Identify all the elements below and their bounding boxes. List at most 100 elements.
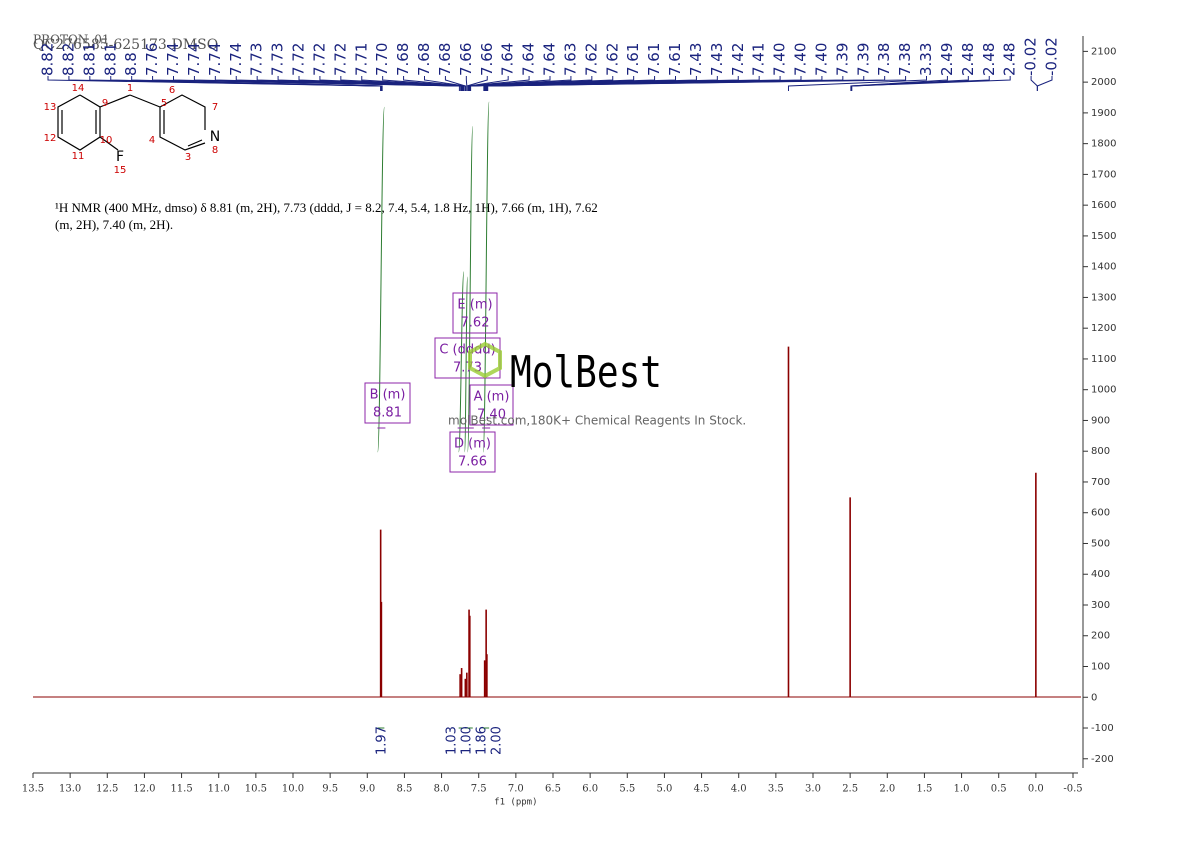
y-tick-label: 1500 — [1091, 231, 1116, 242]
multiplet-box — [364, 382, 411, 424]
y-tick-label: 100 — [1091, 662, 1110, 673]
x-tick-label: 9.0 — [359, 784, 375, 795]
peak-label: 7.42 — [729, 43, 747, 76]
peak-label: 2.49 — [938, 43, 956, 76]
watermark-brand: MolBest — [510, 347, 662, 398]
y-tick-label: 300 — [1091, 600, 1110, 611]
peak-label: 7.73 — [248, 43, 266, 76]
peak-leader — [850, 76, 948, 91]
peak-label: 2.48 — [959, 43, 977, 76]
atom-label: 6 — [169, 85, 175, 96]
peak-label: 7.64 — [499, 43, 517, 76]
peak-leader — [487, 76, 907, 91]
title: PROTON_01 — [33, 33, 110, 47]
atom-label: F — [116, 149, 124, 165]
atom-label: 3 — [185, 152, 191, 163]
multiplet-shift: 7.66 — [458, 455, 487, 470]
integral-label: 1.86 — [475, 726, 490, 755]
x-tick-label: 12.0 — [133, 784, 155, 795]
x-tick-label: 8.5 — [396, 784, 412, 795]
integral-label: 1.03 — [445, 726, 460, 755]
peak-label: 7.41 — [750, 43, 768, 76]
x-tick-label: 4.5 — [694, 784, 710, 795]
y-tick-label: 2100 — [1091, 46, 1116, 57]
peak-label: 7.40 — [771, 43, 789, 76]
sample-name: QC276585-625173-DMSO — [33, 37, 218, 53]
peak-leader — [851, 76, 1011, 91]
x-tick-label: 11.0 — [208, 784, 230, 795]
x-tick-label: 4.0 — [731, 784, 747, 795]
y-tick-label: 1600 — [1091, 200, 1116, 211]
multiplet-box — [449, 431, 496, 473]
y-tick-label: 700 — [1091, 477, 1110, 488]
description: ¹H NMR (400 MHz, dmso) δ 8.81 (m, 2H), 7… — [55, 200, 598, 215]
peak-leader — [131, 76, 383, 91]
description: (m, 2H), 7.40 (m, 2H). — [55, 217, 173, 232]
multiplet-box — [469, 384, 514, 426]
integral-curve — [458, 271, 465, 453]
peak-label: 7.63 — [561, 43, 579, 76]
atom-label: 15 — [114, 165, 127, 176]
atom-label: 11 — [72, 151, 85, 162]
x-tick-label: 6.5 — [545, 784, 561, 795]
x-tick-label: 0.0 — [1028, 784, 1044, 795]
atom-label: 4 — [149, 135, 155, 146]
multiplet-name: B (m) — [370, 388, 406, 403]
y-tick-label: 1100 — [1091, 354, 1116, 365]
multiplet-name: E (m) — [457, 298, 492, 313]
atom-label: 7 — [212, 102, 218, 113]
multiplet-shift: 7.62 — [461, 316, 490, 331]
x-tick-label: 10.0 — [282, 784, 304, 795]
peak-label: 8.81 — [80, 43, 98, 76]
peak-label: 7.64 — [541, 43, 559, 76]
y-tick-label: 1200 — [1091, 323, 1116, 334]
x-tick-label: 5.5 — [619, 784, 635, 795]
peak-label: 7.74 — [206, 43, 224, 76]
x-tick-label: 2.0 — [879, 784, 895, 795]
peak-label: 7.43 — [687, 43, 705, 76]
integral-curve — [464, 276, 469, 453]
y-tick-label: 1800 — [1091, 139, 1116, 150]
peak-label: 2.48 — [1001, 43, 1019, 76]
peak-label: 7.76 — [143, 43, 161, 76]
peak-label: 7.68 — [415, 43, 433, 76]
y-tick-label: 1000 — [1091, 385, 1116, 396]
watermark-logo — [468, 341, 502, 379]
peak-label: 7.40 — [812, 43, 830, 76]
peak-label: 8.8 — [122, 52, 140, 76]
peak-label: 7.62 — [582, 43, 600, 76]
x-tick-label: 9.5 — [322, 784, 338, 795]
y-tick-label: -200 — [1091, 754, 1114, 765]
x-tick-label: 3.5 — [768, 784, 784, 795]
peak-leader — [444, 76, 466, 91]
peak-label: 3.33 — [917, 43, 935, 76]
peak-label: 7.72 — [290, 43, 308, 76]
peak-label: 8.82 — [39, 43, 57, 76]
peak-label: 2.48 — [980, 43, 998, 76]
peak-label: 7.71 — [352, 43, 370, 76]
x-tick-label: 2.5 — [842, 784, 858, 795]
y-tick-label: 1300 — [1091, 292, 1116, 303]
atom-label: 1 — [127, 83, 133, 94]
peak-label: 7.74 — [164, 43, 182, 76]
peak-label: -0.02 — [1022, 37, 1040, 76]
y-tick-label: 1700 — [1091, 169, 1116, 180]
peak-label: 7.70 — [373, 43, 391, 76]
y-tick-label: 800 — [1091, 446, 1110, 457]
peak-label: -0.02 — [1043, 37, 1061, 76]
y-tick-label: 0 — [1091, 692, 1097, 703]
multiplet-name: A (m) — [474, 390, 510, 405]
peak-leader — [382, 76, 465, 91]
integral-label: 1.00 — [460, 726, 475, 755]
peak-leader — [787, 76, 927, 91]
peak-label: 7.66 — [457, 43, 475, 76]
y-tick-label: 500 — [1091, 538, 1110, 549]
peak-leader — [468, 76, 572, 91]
peak-leader — [1036, 76, 1053, 91]
peak-label: 7.73 — [269, 43, 287, 76]
peak-label: 7.64 — [520, 43, 538, 76]
peak-label: 7.61 — [645, 43, 663, 76]
atom-label: 9 — [102, 98, 108, 109]
peak-label: 7.62 — [603, 43, 621, 76]
